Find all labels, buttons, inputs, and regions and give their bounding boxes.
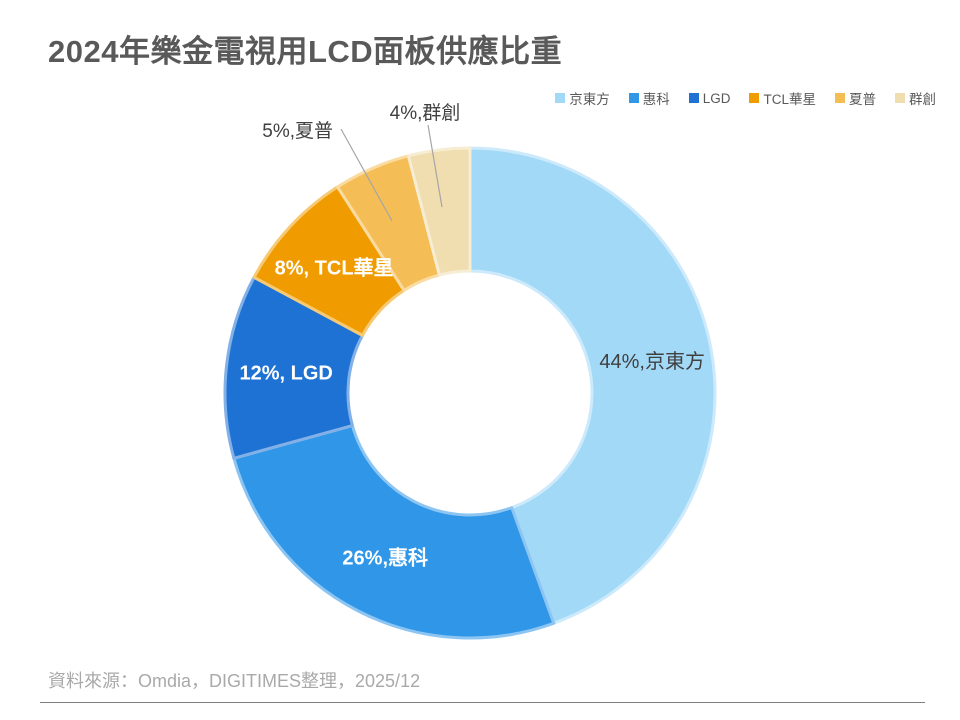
legend-swatch-icon xyxy=(835,93,845,103)
leader-line-群創 xyxy=(427,124,443,208)
legend-item-惠科: 惠科 xyxy=(628,88,670,108)
bottom-divider xyxy=(40,702,925,703)
slice-京東方 xyxy=(468,146,717,625)
legend-swatch-icon xyxy=(628,93,639,103)
legend-item-京東方: 京東方 xyxy=(555,88,610,108)
slice-label-TCL華星: 8%, TCL華星 xyxy=(275,256,394,279)
legend-item-LGD: LGD xyxy=(688,90,731,106)
leader-line-夏普 xyxy=(340,128,393,222)
legend-label: 群創 xyxy=(909,92,936,107)
legend-swatch-icon xyxy=(749,93,760,103)
legend-label: 夏普 xyxy=(849,92,876,107)
slice-惠科 xyxy=(232,424,556,640)
legend-item-夏普: 夏普 xyxy=(835,88,876,108)
legend-label: 惠科 xyxy=(642,92,670,107)
chart-legend: 京東方 惠科 LGD TCL華星 夏普 群創 xyxy=(555,88,936,108)
legend-label: 京東方 xyxy=(569,92,610,107)
source-note: 資料來源：Omdia，DIGITIMES整理，2025/12 xyxy=(48,671,421,691)
slice-label-惠科: 26%,惠科 xyxy=(342,545,428,569)
slice-label-京東方: 44%,京東方 xyxy=(599,350,705,373)
chart-title: 2024年樂金電視用LCD面板供應比重 xyxy=(48,34,563,69)
legend-item-群創: 群創 xyxy=(895,88,936,108)
legend-swatch-icon xyxy=(688,93,699,103)
slice-label-夏普: 5%,夏普 xyxy=(262,120,333,142)
legend-item-TCL華星: TCL華星 xyxy=(749,88,816,108)
legend-label: LGD xyxy=(702,90,731,106)
slice-群創 xyxy=(406,146,472,277)
slice-label-群創: 4%,群創 xyxy=(390,102,461,124)
legend-swatch-icon xyxy=(555,93,566,103)
legend-swatch-icon xyxy=(895,93,905,103)
legend-label: TCL華星 xyxy=(763,92,816,107)
slice-label-LGD: 12%, LGD xyxy=(239,362,332,384)
